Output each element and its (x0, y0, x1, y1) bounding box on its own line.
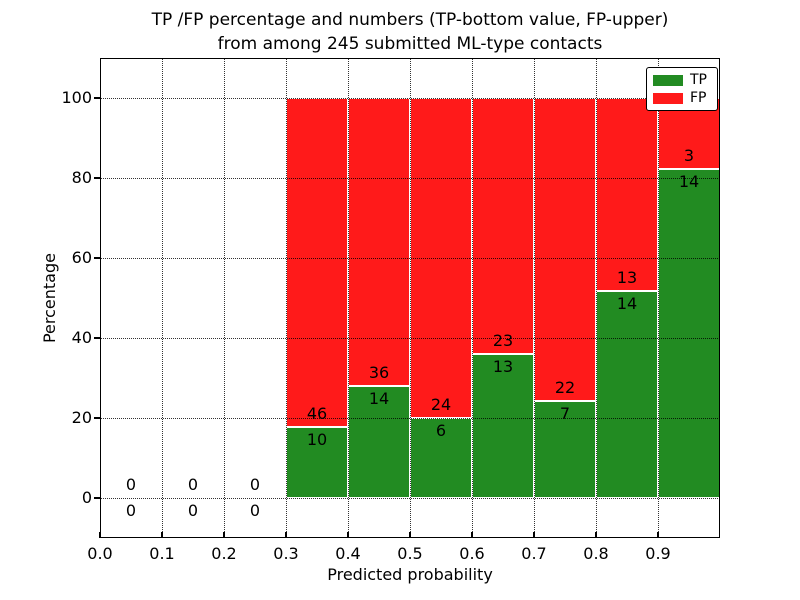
fp-color-swatch (653, 92, 683, 104)
x-tick-mark (595, 532, 597, 538)
x-tick-label: 0.0 (87, 544, 113, 563)
fp-count-label: 23 (492, 330, 514, 350)
bar-segment-fp (596, 98, 658, 291)
x-gridline (348, 58, 349, 538)
chart-title-line1: TP /FP percentage and numbers (TP-bottom… (151, 10, 669, 30)
x-gridline (658, 58, 659, 538)
tp-count-label: 14 (368, 389, 390, 408)
fp-count-label: 24 (430, 395, 452, 414)
y-axis-label: Percentage (40, 253, 59, 344)
fp-count-label: 3 (683, 145, 695, 165)
x-tick-label: 0.9 (645, 544, 671, 563)
legend-label-tp: TP (690, 72, 707, 88)
tp-count-label: 7 (559, 404, 571, 424)
x-gridline (162, 58, 163, 538)
tp-count-label: 10 (306, 429, 328, 449)
x-tick-label: 0.5 (397, 544, 423, 563)
x-tick-label: 0.1 (149, 544, 175, 563)
x-tick-label: 0.7 (521, 544, 547, 563)
x-tick-mark (99, 532, 101, 538)
tp-count-label: 0 (125, 501, 137, 520)
fp-count-label: 0 (249, 475, 261, 494)
y-tick-mark (94, 497, 100, 499)
bar-segment-fp (348, 98, 410, 386)
x-tick-mark (657, 532, 659, 538)
y-tick-label: 0 (81, 488, 92, 507)
fp-count-label: 0 (187, 475, 199, 494)
y-tick-label: 40 (71, 328, 92, 347)
x-tick-mark (285, 532, 287, 538)
tp-count-label: 13 (492, 356, 514, 376)
tp-count-label: 0 (249, 501, 261, 520)
x-tick-label: 0.3 (273, 544, 299, 563)
x-gridline (410, 58, 411, 538)
x-tick-label: 0.8 (583, 544, 609, 563)
fp-count-label: 13 (616, 267, 638, 287)
y-tick-label: 60 (71, 248, 92, 267)
bar-segment-fp (472, 98, 534, 354)
x-tick-label: 0.6 (459, 544, 485, 563)
fp-count-label: 0 (125, 475, 137, 494)
y-tick-mark (94, 417, 100, 419)
x-axis-label: Predicted probability (327, 565, 493, 584)
tp-count-label: 14 (616, 293, 638, 313)
fp-count-label: 36 (368, 363, 390, 382)
y-tick-label: 100 (61, 88, 92, 107)
fp-count-label: 46 (306, 403, 328, 423)
tp-count-label: 14 (678, 171, 700, 191)
legend-entry-fp: FP (653, 90, 711, 106)
bar-segment-fp (534, 98, 596, 402)
x-gridline (596, 58, 597, 538)
y-tick-label: 80 (71, 168, 92, 187)
bar-segment-tp (348, 386, 410, 498)
y-tick-mark (94, 97, 100, 99)
plot-area: 0 0 0 0 0 0 46 10 36 14 24 6 23 13 22 7 13 14 3 14 (94, 58, 720, 538)
bar-segment-tp (596, 290, 658, 498)
x-gridline (472, 58, 473, 538)
x-gridline (286, 58, 287, 538)
tp-count-label: 0 (187, 501, 199, 520)
y-tick-mark (94, 337, 100, 339)
x-tick-mark (471, 532, 473, 538)
x-tick-mark (347, 532, 349, 538)
x-tick-label: 0.4 (335, 544, 361, 563)
legend-entry-tp: TP (653, 72, 711, 88)
x-tick-mark (161, 532, 163, 538)
x-tick-mark (223, 532, 225, 538)
x-tick-mark (409, 532, 411, 538)
x-gridline (224, 58, 225, 538)
legend: TP FP (646, 67, 718, 111)
x-gridline (534, 58, 535, 538)
tp-count-label: 6 (435, 421, 447, 440)
bar-segment-tp (534, 401, 596, 498)
chart-title-line2: from among 245 submitted ML-type contact… (217, 34, 603, 54)
legend-label-fp: FP (690, 90, 707, 106)
fp-count-label: 22 (554, 378, 576, 398)
bar-segment-tp (658, 168, 720, 498)
y-tick-mark (94, 177, 100, 179)
tp-color-swatch (653, 74, 683, 86)
y-tick-mark (94, 257, 100, 259)
bar-segment-tp (286, 426, 348, 498)
x-tick-label: 0.2 (211, 544, 237, 563)
y-tick-label: 20 (71, 408, 92, 427)
chart-title: TP /FP percentage and numbers (TP-bottom… (100, 8, 720, 56)
x-tick-mark (533, 532, 535, 538)
bar-segment-fp (286, 98, 348, 427)
